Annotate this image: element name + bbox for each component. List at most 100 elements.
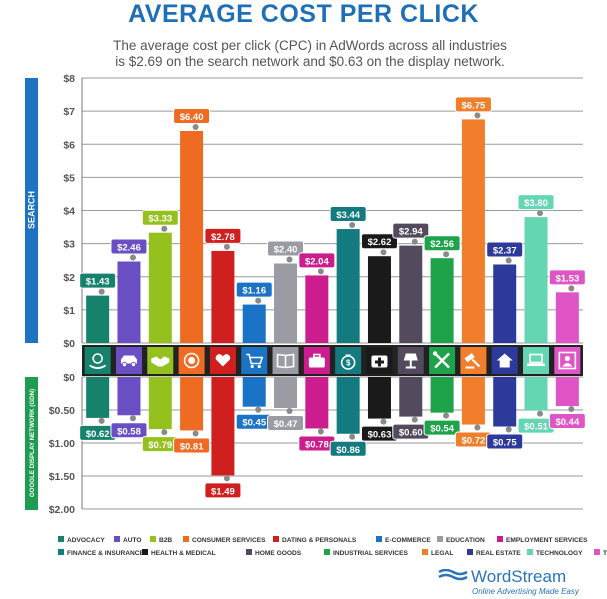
legend-label: CONSUMER SERVICES (192, 537, 266, 544)
gdn-value-label-b2b: $0.79 (148, 440, 172, 451)
headset-icon (183, 352, 200, 369)
person-icon (558, 351, 577, 370)
gdn-value-label-education-box (267, 415, 305, 432)
legend-label: E-COMMERCE (385, 537, 431, 544)
gdn-bar-technology (524, 377, 548, 411)
search-bar-connector (537, 210, 544, 217)
car-icon (120, 355, 137, 368)
gdn-bar-connector (161, 429, 168, 436)
search-value-label-e-commerce-box (235, 281, 273, 298)
gdn-value-label-auto: $0.58 (117, 426, 141, 437)
gdn-bar-connector (537, 410, 544, 417)
search-value-label-consumer-services: $6.40 (180, 112, 204, 123)
search-tick-label: $6 (63, 139, 75, 151)
subtitle-line-2: is $2.69 on the search network and $0.63… (115, 54, 505, 69)
hand-globe-icon (89, 353, 106, 369)
legend-swatch (497, 536, 503, 542)
search-value-label-travel-hospitality-box (548, 269, 586, 286)
laptop-icon (527, 353, 546, 366)
gdn-value-label-finance-insurance-box (329, 440, 367, 457)
gdn-value-label-consumer-services-box (173, 437, 211, 454)
chart-title: AVERAGE COST PER CLICK (128, 0, 479, 28)
legend-swatch (142, 549, 148, 555)
icon-tile-technology (523, 347, 550, 374)
gdn-value-label-technology: $0.51 (524, 422, 548, 433)
search-value-label-home-goods-box (392, 222, 430, 239)
gavel-icon (464, 353, 481, 369)
legend-swatch (527, 549, 533, 555)
search-bar-real-estate (493, 264, 517, 343)
search-tick-label: $8 (63, 73, 75, 85)
gdn-bar-connector (443, 412, 450, 419)
legend-label: B2B (159, 537, 172, 544)
gdn-bar-real-estate (493, 377, 517, 427)
gdn-tick-label: $0.50 (49, 405, 75, 417)
search-value-label-legal: $6.75 (462, 100, 486, 111)
gdn-value-label-auto-box (110, 422, 148, 439)
legend-label: TECHNOLOGY (536, 550, 583, 557)
gdn-bar-connector (317, 428, 324, 435)
search-value-label-dating-personals-box (204, 227, 242, 244)
legend-label: INDUSTRIAL SERVICES (333, 550, 408, 557)
search-value-label-b2b: $3.33 (148, 214, 172, 225)
legend-swatch (324, 549, 330, 555)
brand-tagline: Online Advertising Made Easy (472, 587, 579, 596)
search-value-label-consumer-services-box (173, 108, 211, 124)
search-value-label-education: $2.40 (274, 245, 298, 256)
legend-swatch (246, 549, 252, 555)
gdn-bar-connector (568, 406, 575, 413)
icon-tile-e-commerce (241, 347, 268, 374)
search-value-label-auto: $2.46 (117, 243, 141, 254)
legend-swatch (422, 549, 428, 555)
legend-swatch (376, 536, 382, 542)
gdn-bar-consumer-services (180, 377, 204, 431)
lamp-icon (403, 353, 418, 369)
gdn-bar-education (274, 377, 298, 409)
gdn-value-label-consumer-services: $0.81 (180, 441, 204, 452)
money-bag-icon: $ (340, 354, 356, 370)
search-value-label-health-medical: $2.62 (368, 237, 392, 248)
gdn-bar-e-commerce (242, 377, 266, 407)
search-bar-education (274, 263, 298, 343)
gdn-bar-connector (349, 433, 356, 440)
search-value-label-technology: $3.80 (524, 198, 548, 209)
search-bar-e-commerce (242, 304, 266, 343)
legend-swatch (273, 536, 279, 542)
search-value-label-real-estate: $2.37 (493, 245, 517, 256)
legend-label: REAL ESTATE (476, 550, 521, 557)
search-value-label-education-box (267, 240, 305, 257)
search-tick-label: $1 (63, 305, 75, 317)
search-value-label-advocacy-box (79, 272, 117, 289)
icon-tile-advocacy (84, 347, 111, 374)
gdn-tick-label: $1.50 (49, 471, 75, 483)
search-bar-legal (461, 119, 485, 343)
search-bar-connector (129, 254, 136, 261)
gdn-value-label-travel-hospitality: $0.44 (555, 417, 579, 428)
search-tick-label: $0 (63, 338, 75, 350)
gdn-bar-finance-insurance (336, 377, 360, 434)
gdn-value-label-real-estate-box (486, 433, 524, 450)
search-value-label-e-commerce: $1.16 (242, 286, 266, 297)
search-bar-health-medical (367, 256, 391, 343)
search-value-label-real-estate-box (486, 241, 524, 258)
legend-label: EMPLOYMENT SERVICES (506, 537, 588, 544)
search-bar-travel-hospitality (555, 292, 579, 343)
tools-icon (432, 351, 450, 369)
gdn-tick-label: $1.00 (49, 438, 75, 450)
search-bar-connector (443, 251, 450, 258)
gdn-value-label-advocacy: $0.62 (86, 429, 110, 440)
gdn-value-label-industrial-services-box (423, 419, 461, 436)
briefcase-icon (308, 353, 325, 368)
search-bar-finance-insurance (336, 229, 360, 343)
search-bar-connector (505, 257, 512, 264)
search-bar-connector (411, 238, 418, 245)
search-value-label-industrial-services: $2.56 (430, 239, 454, 250)
search-value-label-employment-services-box (298, 252, 336, 269)
gdn-bar-dating-personals (211, 377, 235, 476)
svg-text:$: $ (346, 359, 351, 368)
search-bar-auto (117, 261, 141, 343)
wordstream-logo: WordStream Online Advertising Made Easy (438, 567, 598, 596)
gdn-bar-connector (129, 415, 136, 422)
gdn-bar-connector (505, 426, 512, 433)
search-bar-connector (317, 268, 324, 275)
